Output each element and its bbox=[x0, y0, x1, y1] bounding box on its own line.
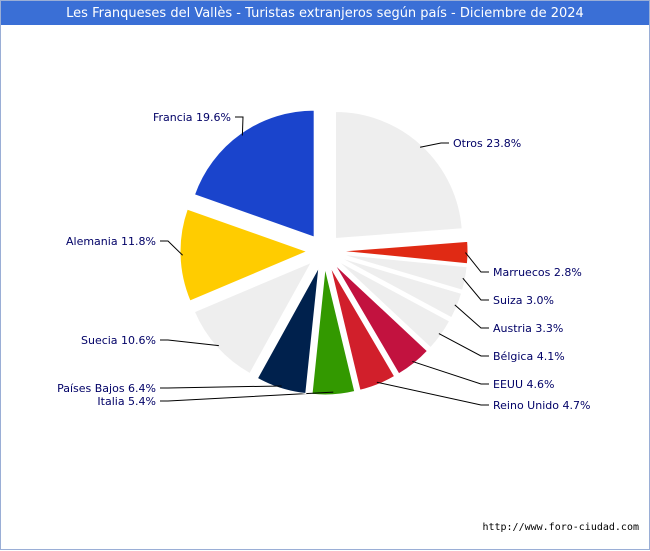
pie-slice-países-bajos bbox=[256, 266, 320, 395]
leader-line bbox=[462, 277, 489, 301]
slice-label: Italia 5.4% bbox=[97, 395, 156, 408]
slice-label: Otros 23.8% bbox=[453, 137, 521, 150]
slice-label: Países Bajos 6.4% bbox=[57, 382, 156, 395]
leader-line bbox=[412, 360, 489, 385]
leader-line bbox=[438, 333, 489, 357]
slice-label: Francia 19.6% bbox=[153, 111, 231, 124]
leader-line bbox=[465, 252, 489, 273]
slice-label: Austria 3.3% bbox=[493, 322, 563, 335]
leader-line bbox=[376, 381, 489, 406]
slice-label: Suiza 3.0% bbox=[493, 294, 554, 307]
pie-slice-suecia bbox=[193, 261, 313, 375]
slice-label: EEUU 4.6% bbox=[493, 378, 554, 391]
slice-label: Marruecos 2.8% bbox=[493, 266, 582, 279]
pie-slice-italia bbox=[311, 267, 356, 396]
leader-line bbox=[235, 116, 244, 136]
leader-line bbox=[454, 304, 489, 329]
pie-slice-alemania bbox=[179, 208, 309, 302]
source-url[interactable]: http://www.foro-ciudad.com bbox=[482, 522, 639, 533]
pie-slice-otros bbox=[335, 111, 463, 240]
slice-label: Reino Unido 4.7% bbox=[493, 399, 590, 412]
pie-slice-eeuu bbox=[334, 263, 429, 375]
leader-line bbox=[420, 142, 449, 148]
pie-slice-suiza bbox=[340, 253, 468, 291]
pie-slice-reino-unido bbox=[329, 266, 396, 391]
leader-line bbox=[160, 240, 183, 256]
pie-slice-francia bbox=[193, 109, 315, 238]
pie-slice-austria bbox=[339, 256, 463, 319]
leader-line bbox=[160, 385, 282, 389]
leader-line bbox=[160, 339, 219, 347]
chart-title-bar: Les Franqueses del Vallès - Turistas ext… bbox=[1, 1, 649, 25]
leader-line bbox=[160, 391, 334, 402]
chart-title: Les Franqueses del Vallès - Turistas ext… bbox=[66, 5, 584, 21]
slice-label: Bélgica 4.1% bbox=[493, 350, 565, 363]
pie-slice-marruecos bbox=[340, 240, 469, 265]
slice-label: Suecia 10.6% bbox=[81, 334, 156, 347]
slice-label: Alemania 11.8% bbox=[66, 235, 156, 248]
